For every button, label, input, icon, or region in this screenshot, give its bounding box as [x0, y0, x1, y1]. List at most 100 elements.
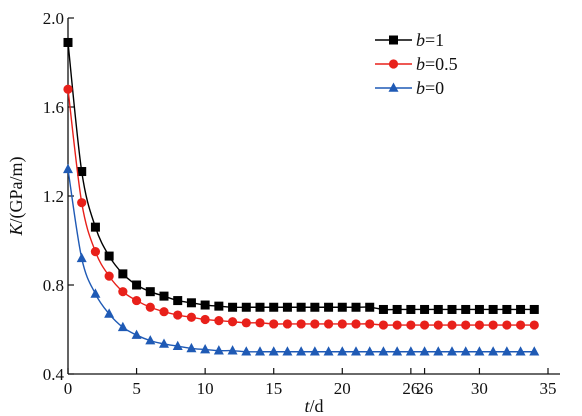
data-point — [227, 345, 238, 355]
data-point — [502, 304, 512, 314]
y-tick-label: 1.6 — [43, 98, 64, 117]
data-point — [474, 320, 485, 330]
data-point — [268, 346, 279, 356]
data-point — [447, 346, 457, 356]
legend-label: b=1 — [416, 30, 444, 50]
data-point — [529, 320, 539, 330]
data-point — [214, 316, 224, 326]
data-point — [351, 346, 361, 356]
data-point — [488, 304, 498, 314]
data-point — [213, 345, 224, 355]
data-point — [324, 302, 334, 312]
data-point — [118, 269, 128, 279]
data-point — [296, 302, 306, 312]
legend-label: b=0.5 — [416, 54, 458, 74]
y-tick-label: 0.8 — [43, 276, 64, 295]
data-point — [406, 320, 416, 330]
data-point — [515, 346, 526, 356]
data-point — [241, 302, 251, 312]
legend-marker — [388, 59, 399, 69]
series-2 — [63, 84, 539, 330]
data-point — [90, 247, 101, 257]
data-point — [104, 308, 115, 318]
data-point — [132, 280, 142, 290]
data-point — [502, 320, 512, 330]
data-point — [365, 319, 375, 329]
data-point — [255, 318, 265, 328]
data-point — [323, 346, 334, 356]
data-point — [516, 304, 526, 314]
data-point — [392, 320, 402, 330]
data-point — [392, 346, 403, 356]
x-tick-label: 26 — [402, 379, 419, 398]
series-line — [67, 42, 535, 311]
data-point — [145, 287, 155, 297]
data-point — [405, 346, 416, 356]
data-point — [378, 304, 388, 314]
data-point — [420, 304, 430, 314]
data-point — [173, 296, 183, 306]
data-point — [145, 335, 156, 345]
data-point — [419, 320, 430, 330]
data-point — [228, 302, 238, 312]
data-point — [131, 329, 142, 339]
data-point — [282, 346, 293, 356]
data-point — [461, 304, 471, 314]
data-point — [337, 302, 347, 312]
data-point — [241, 346, 252, 356]
legend-item: b=1 — [375, 30, 444, 50]
y-axis-title: K/(GPa/m) — [6, 156, 27, 236]
data-point — [529, 304, 539, 314]
data-point — [378, 346, 389, 356]
series-layer — [63, 37, 540, 356]
data-point — [365, 302, 375, 312]
data-point — [269, 302, 279, 312]
data-point — [104, 271, 114, 281]
data-point — [296, 319, 306, 329]
data-point — [447, 320, 457, 330]
data-point — [63, 163, 73, 174]
data-point — [173, 310, 183, 320]
data-point — [200, 344, 211, 354]
data-point — [447, 304, 457, 314]
x-tick-label: 26 — [416, 379, 433, 398]
data-point — [474, 304, 484, 314]
data-point — [488, 320, 498, 330]
data-point — [392, 304, 402, 314]
data-point — [433, 304, 443, 314]
data-point — [77, 167, 87, 177]
data-point — [255, 346, 265, 356]
data-point — [200, 314, 210, 325]
y-tick-label: 1.2 — [43, 187, 64, 206]
y-tick-label: 0.4 — [43, 365, 65, 384]
data-point — [337, 319, 347, 329]
x-axis-title: t/d — [304, 396, 323, 416]
data-point — [310, 319, 320, 329]
data-point — [76, 252, 87, 263]
data-point — [433, 346, 444, 356]
series-3 — [63, 163, 540, 356]
x-tick-label: 0 — [64, 379, 73, 398]
legend: b=1 b=0.5 b=0 — [375, 30, 458, 98]
data-point — [296, 346, 307, 356]
x-tick-label: 35 — [540, 379, 557, 398]
data-point — [90, 288, 101, 298]
data-point — [159, 307, 169, 317]
data-point — [282, 302, 292, 312]
data-point — [419, 346, 430, 356]
legend-item: b=0 — [375, 78, 444, 98]
data-point — [433, 320, 443, 330]
data-point — [323, 319, 334, 329]
x-tick-label: 20 — [334, 379, 351, 398]
data-point — [378, 320, 389, 330]
series-1 — [63, 37, 539, 314]
data-point — [186, 298, 196, 308]
data-point — [104, 251, 114, 261]
data-point — [159, 338, 169, 348]
data-point — [364, 346, 375, 356]
data-point — [309, 346, 320, 356]
data-point — [172, 340, 183, 350]
x-tick-label: 30 — [471, 379, 488, 398]
series-line — [67, 89, 535, 326]
